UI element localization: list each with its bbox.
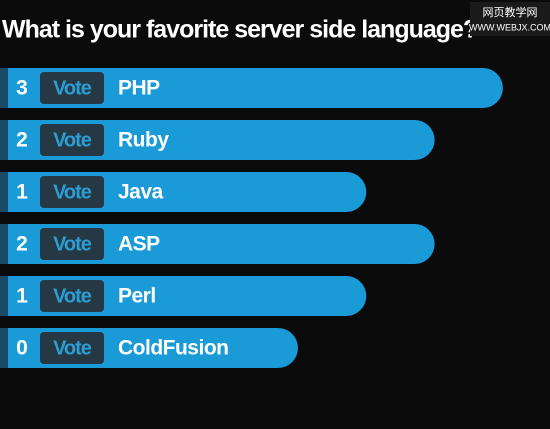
vote-count: 2 xyxy=(16,233,28,256)
bar-edge xyxy=(0,172,8,212)
poll-title: What is your favorite server side langua… xyxy=(2,16,477,44)
bar xyxy=(8,224,435,264)
option-label: Perl xyxy=(118,285,156,308)
bar-edge xyxy=(0,68,8,108)
vote-count: 1 xyxy=(16,285,28,308)
vote-button-label[interactable]: Vote xyxy=(53,285,93,307)
bar xyxy=(8,120,435,160)
vote-button[interactable] xyxy=(40,332,104,364)
vote-button[interactable] xyxy=(40,124,104,156)
vote-button-label[interactable]: Vote xyxy=(53,233,93,255)
bar-edge xyxy=(0,120,8,160)
bar-edge xyxy=(0,328,8,368)
vote-button[interactable] xyxy=(40,280,104,312)
vote-count: 0 xyxy=(16,337,28,360)
option-label: ASP xyxy=(118,233,160,256)
watermark: WWW.WEBJX.COM xyxy=(469,22,550,32)
option-label: ColdFusion xyxy=(118,337,228,360)
bar xyxy=(8,68,503,108)
watermark: 网页教学网 xyxy=(483,5,538,19)
vote-count: 3 xyxy=(16,77,28,100)
vote-button-label[interactable]: Vote xyxy=(53,181,93,203)
vote-button[interactable] xyxy=(40,176,104,208)
vote-button-label[interactable]: Vote xyxy=(53,337,93,359)
watermark-box xyxy=(470,2,550,36)
vote-button[interactable] xyxy=(40,72,104,104)
option-label: PHP xyxy=(118,77,160,100)
option-label: Ruby xyxy=(118,129,169,152)
vote-count: 1 xyxy=(16,181,28,204)
option-label: Java xyxy=(118,181,164,204)
bar-edge xyxy=(0,276,8,316)
vote-button-label[interactable]: Vote xyxy=(53,129,93,151)
vote-count: 2 xyxy=(16,129,28,152)
vote-button-label[interactable]: Vote xyxy=(53,77,93,99)
bar-edge xyxy=(0,224,8,264)
vote-button[interactable] xyxy=(40,228,104,260)
